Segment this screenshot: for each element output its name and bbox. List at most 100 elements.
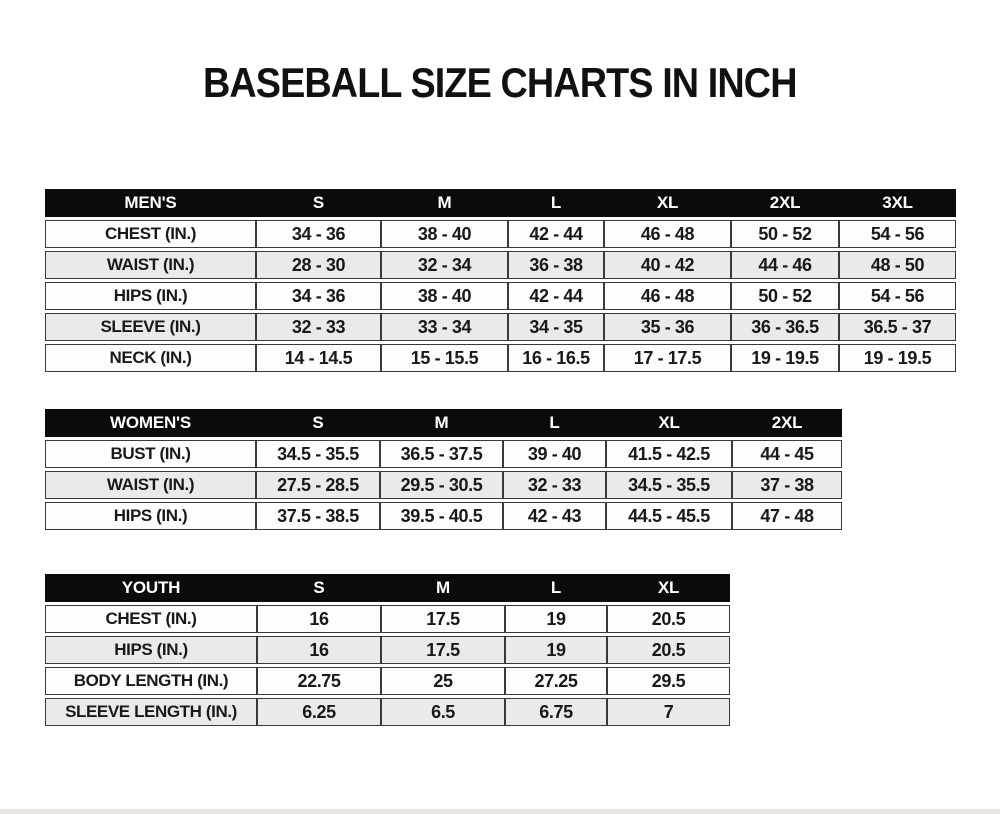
size-value-cell: 54 - 56 [839,220,956,248]
size-header-cell: M [380,409,503,437]
size-value-cell: 32 - 33 [503,471,606,499]
row-label-cell: HIPS (IN.) [45,502,256,530]
size-value-cell: 16 - 16.5 [508,344,604,372]
size-value-cell: 16 [257,636,381,664]
size-value-cell: 36 - 38 [508,251,604,279]
page-title-text: BASEBALL SIZE CHARTS IN INCH [203,59,798,106]
size-value-cell: 22.75 [257,667,381,695]
size-value-cell: 28 - 30 [256,251,381,279]
size-value-cell: 17.5 [381,636,505,664]
size-value-cell: 29.5 [607,667,730,695]
size-value-cell: 50 - 52 [731,282,839,310]
size-value-cell: 46 - 48 [604,282,731,310]
measurement-row: WAIST (IN.) 27.5 - 28.5 29.5 - 30.5 32 - 33… [45,471,842,499]
size-value-cell: 39 - 40 [503,440,606,468]
size-value-cell: 40 - 42 [604,251,731,279]
row-label-cell: HIPS (IN.) [45,636,257,664]
group-header-cell: YOUTH [45,574,257,602]
row-label-cell: NECK (IN.) [45,344,256,372]
size-value-cell: 6.5 [381,698,505,726]
size-table-header-row: YOUTH S M L XL [45,574,730,602]
size-value-cell: 34 - 36 [256,220,381,248]
row-label-cell: HIPS (IN.) [45,282,256,310]
size-value-cell: 34.5 - 35.5 [606,471,732,499]
size-value-cell: 34 - 35 [508,313,604,341]
row-label-cell: BODY LENGTH (IN.) [45,667,257,695]
size-header-cell: L [505,574,607,602]
size-value-cell: 7 [607,698,730,726]
size-value-cell: 17.5 [381,605,505,633]
size-value-cell: 39.5 - 40.5 [380,502,503,530]
size-value-cell: 42 - 43 [503,502,606,530]
size-value-cell: 36 - 36.5 [731,313,839,341]
size-value-cell: 35 - 36 [604,313,731,341]
measurement-row: HIPS (IN.) 34 - 36 38 - 40 42 - 44 46 - 48 50… [45,282,956,310]
measurement-row: BUST (IN.) 34.5 - 35.5 36.5 - 37.5 39 - 40 4… [45,440,842,468]
size-value-cell: 36.5 - 37 [839,313,956,341]
size-value-cell: 41.5 - 42.5 [606,440,732,468]
size-value-cell: 33 - 34 [381,313,508,341]
size-value-cell: 37.5 - 38.5 [256,502,380,530]
size-value-cell: 47 - 48 [732,502,842,530]
size-value-cell: 20.5 [607,636,730,664]
row-label-cell: SLEEVE LENGTH (IN.) [45,698,257,726]
scan-edge-artifact [0,809,1000,814]
size-value-cell: 19 [505,605,607,633]
size-value-cell: 44 - 45 [732,440,842,468]
size-value-cell: 37 - 38 [732,471,842,499]
size-header-cell: XL [607,574,730,602]
size-value-cell: 19 - 19.5 [731,344,839,372]
measurement-row: WAIST (IN.) 28 - 30 32 - 34 36 - 38 40 - 42 4… [45,251,956,279]
size-value-cell: 48 - 50 [839,251,956,279]
group-header-cell: MEN'S [45,189,256,217]
size-value-cell: 19 - 19.5 [839,344,956,372]
womens-size-table: WOMEN'S S M L XL 2XL BUST (IN.) 34.5 - 35.5 36.5… [45,406,842,533]
size-value-cell: 6.25 [257,698,381,726]
size-header-cell: M [381,574,505,602]
size-table-header-row: MEN'S S M L XL 2XL 3XL [45,189,956,217]
size-header-cell: 2XL [732,409,842,437]
size-value-cell: 14 - 14.5 [256,344,381,372]
mens-size-table: MEN'S S M L XL 2XL 3XL CHEST (IN.) 34 - 36 38 - 4… [45,186,956,375]
measurement-row: HIPS (IN.) 37.5 - 38.5 39.5 - 40.5 42 - 43 4… [45,502,842,530]
row-label-cell: WAIST (IN.) [45,471,256,499]
measurement-row: HIPS (IN.) 16 17.5 19 20.5 [45,636,730,664]
size-value-cell: 6.75 [505,698,607,726]
size-table-header-row: WOMEN'S S M L XL 2XL [45,409,842,437]
size-header-cell: L [508,189,604,217]
size-header-cell: 2XL [731,189,839,217]
row-label-cell: CHEST (IN.) [45,220,256,248]
size-value-cell: 42 - 44 [508,220,604,248]
size-value-cell: 15 - 15.5 [381,344,508,372]
measurement-row: CHEST (IN.) 34 - 36 38 - 40 42 - 44 46 - 48 5… [45,220,956,248]
group-header-cell: WOMEN'S [45,409,256,437]
size-header-cell: S [256,409,380,437]
size-header-cell: S [256,189,381,217]
size-value-cell: 27.25 [505,667,607,695]
measurement-row: SLEEVE (IN.) 32 - 33 33 - 34 34 - 35 35 - 36… [45,313,956,341]
row-label-cell: BUST (IN.) [45,440,256,468]
size-value-cell: 34 - 36 [256,282,381,310]
size-value-cell: 36.5 - 37.5 [380,440,503,468]
size-value-cell: 34.5 - 35.5 [256,440,380,468]
size-value-cell: 27.5 - 28.5 [256,471,380,499]
size-header-cell: M [381,189,508,217]
page-title: BASEBALL SIZE CHARTS IN INCH [0,62,1000,104]
measurement-row: CHEST (IN.) 16 17.5 19 20.5 [45,605,730,633]
size-header-cell: XL [606,409,732,437]
size-value-cell: 20.5 [607,605,730,633]
size-value-cell: 46 - 48 [604,220,731,248]
size-value-cell: 19 [505,636,607,664]
row-label-cell: CHEST (IN.) [45,605,257,633]
size-value-cell: 29.5 - 30.5 [380,471,503,499]
size-value-cell: 32 - 33 [256,313,381,341]
size-header-cell: S [257,574,381,602]
size-value-cell: 44 - 46 [731,251,839,279]
measurement-row: BODY LENGTH (IN.) 22.75 25 27.25 29.5 [45,667,730,695]
size-value-cell: 44.5 - 45.5 [606,502,732,530]
row-label-cell: SLEEVE (IN.) [45,313,256,341]
size-value-cell: 54 - 56 [839,282,956,310]
size-value-cell: 38 - 40 [381,282,508,310]
size-header-cell: 3XL [839,189,956,217]
youth-size-table: YOUTH S M L XL CHEST (IN.) 16 17.5 19 20.5 HIPS (I… [45,571,730,729]
